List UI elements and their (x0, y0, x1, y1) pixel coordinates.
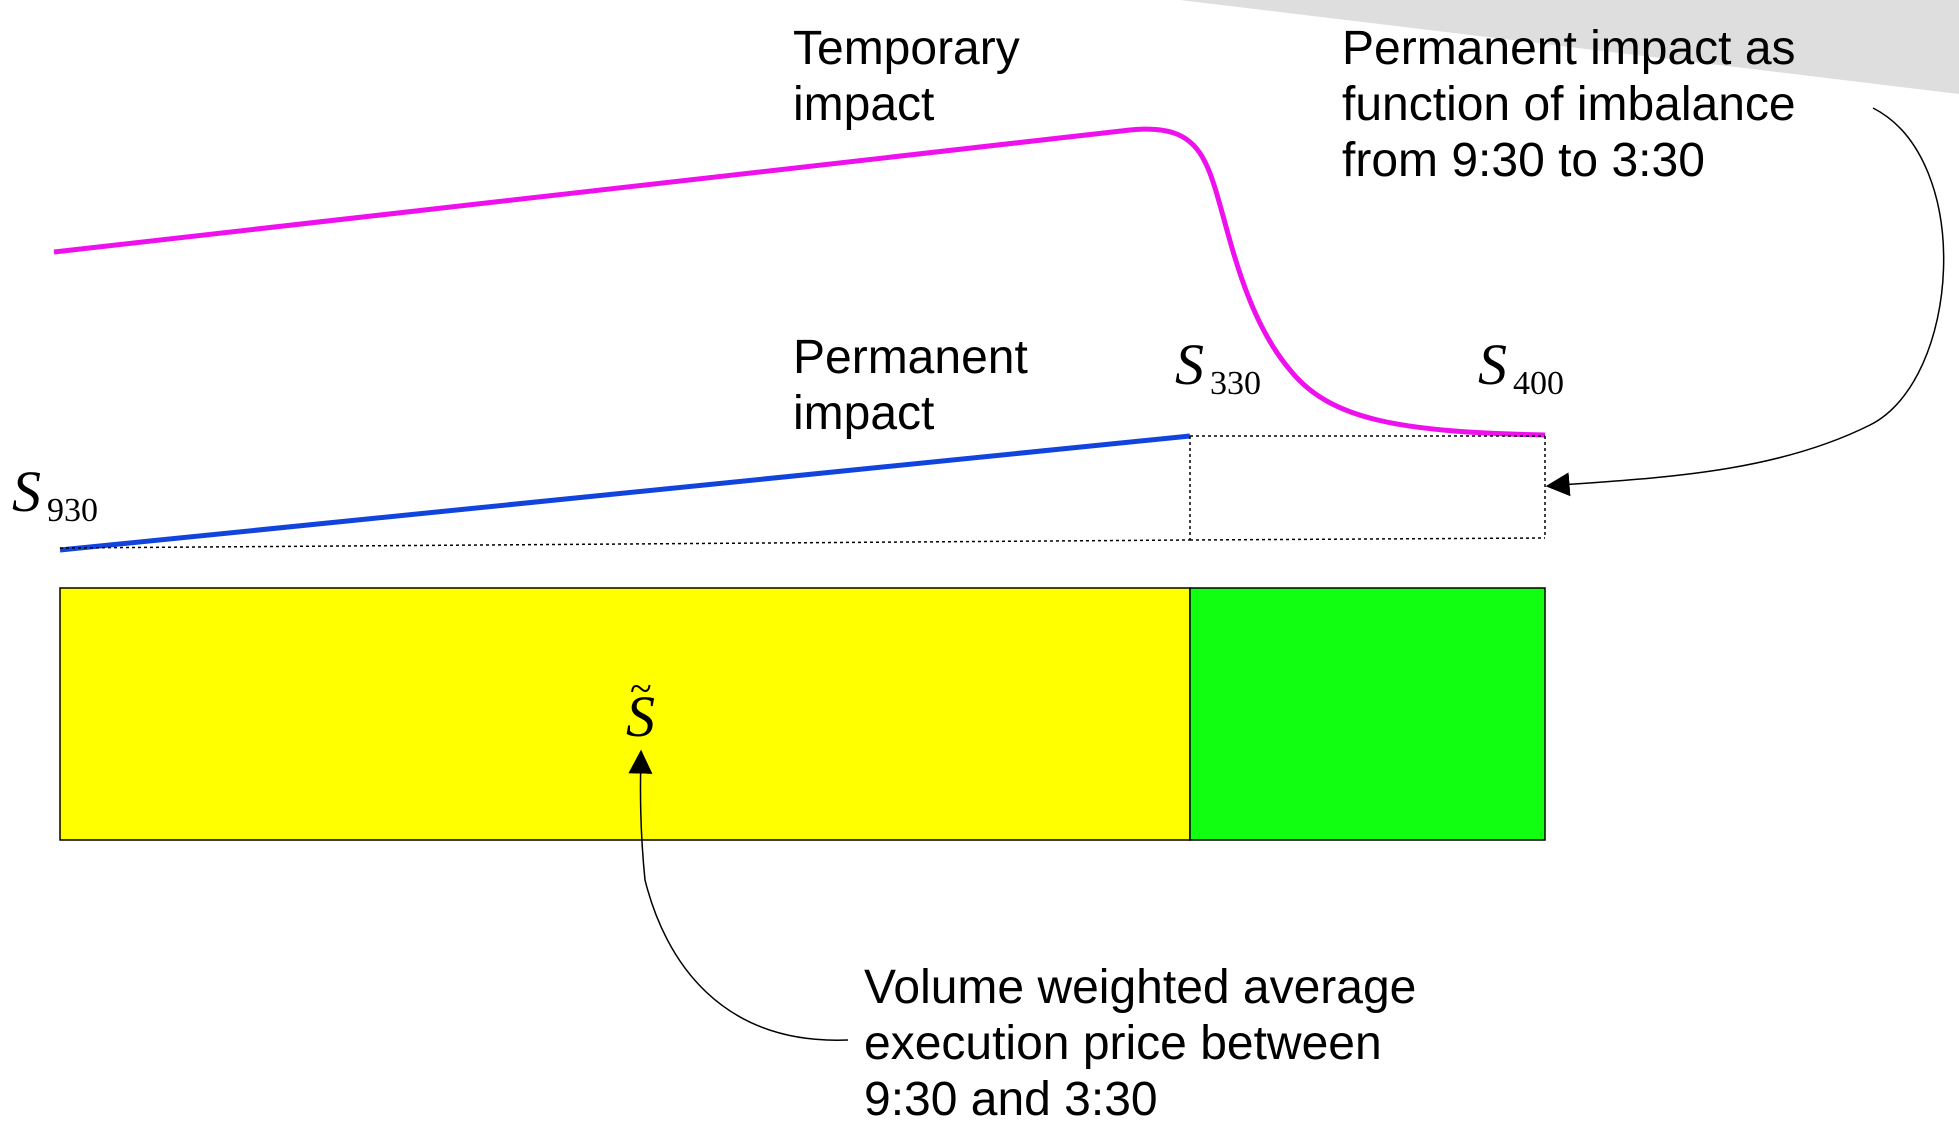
background-gray-shape (1180, 0, 1959, 94)
permanent-impact-line-2: impact (793, 387, 934, 440)
vwap-arrow (628, 749, 849, 1041)
symbol-s400-sub: 400 (1513, 365, 1564, 402)
imbalance-note: Permanent impact as function of imbalanc… (1342, 22, 1809, 187)
dotted-baseline (59, 539, 1191, 549)
symbol-s330: S 330 (1175, 332, 1261, 402)
post-330-region (1189, 587, 1546, 841)
symbol-s-tilde: S (626, 684, 655, 749)
vwap-note: Volume weighted average execution price … (864, 961, 1430, 1126)
imbalance-note-line-1: Permanent impact as (1342, 22, 1796, 75)
symbol-s930: S 930 (12, 459, 98, 529)
dotted-reference-lines (59, 435, 1546, 549)
temporary-impact-line-1: Temporary (793, 22, 1020, 75)
vwap-note-line-1: Volume weighted average (864, 961, 1416, 1014)
symbol-s-tilde-accent: ~ (630, 666, 652, 711)
dotted-baseline-right (1189, 537, 1546, 541)
temporary-impact-label: Temporary impact (793, 22, 1033, 131)
symbol-s930-main: S (12, 459, 41, 524)
imbalance-arrow (1545, 107, 1945, 497)
temporary-impact-curve (53, 126, 1546, 438)
vwap-region (59, 587, 1191, 841)
permanent-impact-line (59, 433, 1191, 553)
permanent-impact-line-1: Permanent (793, 331, 1028, 384)
symbol-s330-main: S (1175, 332, 1204, 397)
vwap-note-line-3: 9:30 and 3:30 (864, 1073, 1158, 1126)
symbol-s400-main: S (1478, 332, 1507, 397)
temporary-impact-line-2: impact (793, 78, 934, 131)
imbalance-note-line-3: from 9:30 to 3:30 (1342, 134, 1705, 187)
symbol-s400: S 400 (1478, 332, 1564, 402)
symbol-s330-sub: 330 (1210, 365, 1261, 402)
imbalance-note-line-2: function of imbalance (1342, 78, 1796, 131)
permanent-impact-label: Permanent impact (793, 331, 1041, 440)
symbol-s930-sub: 930 (47, 492, 98, 529)
vwap-note-line-2: execution price between (864, 1017, 1382, 1070)
